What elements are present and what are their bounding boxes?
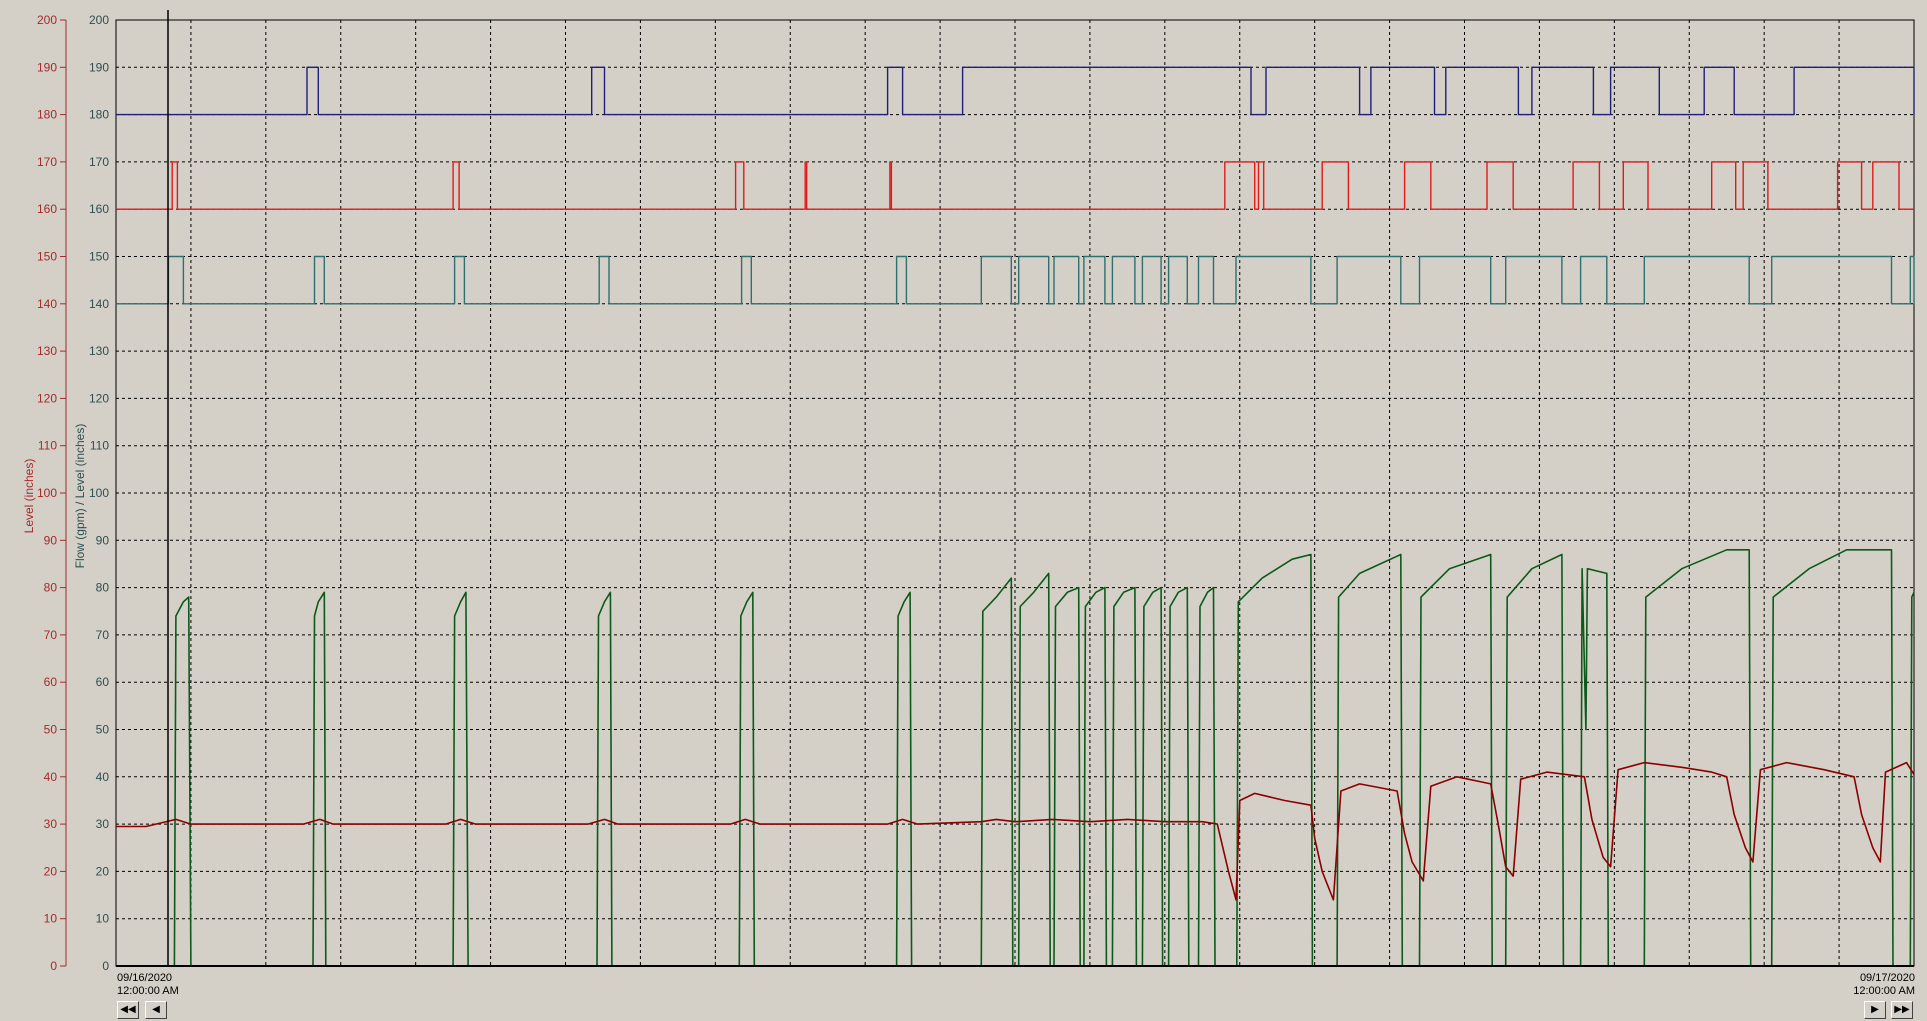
left-tick-label: 90: [44, 533, 58, 547]
x-end-date: 09/17/2020: [1859, 972, 1915, 984]
left-tick-label: 10: [44, 912, 58, 926]
right-tick-label: 180: [89, 108, 109, 122]
x-end-label: 09/17/2020 12:00:00 AM: [1853, 972, 1915, 998]
right-tick-label: 140: [89, 297, 109, 311]
left-tick-label: 40: [44, 770, 58, 784]
right-tick-label: 110: [90, 439, 109, 453]
first-page-button[interactable]: ◀◀: [117, 1001, 139, 1019]
left-tick-label: 30: [44, 817, 58, 831]
left-tick-label: 60: [44, 675, 58, 689]
right-tick-label: 160: [89, 202, 109, 216]
right-tick-label: 150: [89, 250, 109, 264]
series-level-line: [116, 761, 1915, 901]
right-tick-label: 60: [96, 675, 110, 689]
right-tick-label: 90: [96, 533, 110, 547]
right-tick-label: 50: [96, 723, 110, 737]
x-start-label: 09/16/2020 12:00:00 AM: [117, 972, 179, 998]
left-tick-label: 20: [44, 864, 58, 878]
left-tick-label: 70: [44, 628, 58, 642]
left-tick-label: 190: [37, 60, 57, 74]
previous-page-button[interactable]: ◀: [145, 1001, 167, 1019]
right-tick-label: 20: [96, 864, 110, 878]
right-axis-title: Flow (gpm) / Level (inches): [73, 424, 87, 569]
series-pump2-line: [116, 161, 1914, 210]
right-tick-label: 130: [89, 344, 109, 358]
right-tick-label: 100: [89, 486, 109, 500]
left-tick-label: 160: [37, 202, 57, 216]
x-end-time: 12:00:00 AM: [1853, 985, 1915, 997]
level-axis: 0 10 20 30 40 50 60 70 80 90 100 110 120 130 140 150 160…: [37, 13, 67, 973]
left-tick-label: 130: [37, 344, 57, 358]
flow-level-axis: 0 10 20 30 40 50 60 70 80 90 100 110 120 130 140 150 160…: [89, 13, 109, 973]
right-tick-label: 30: [96, 817, 110, 831]
right-tick-label: 70: [96, 628, 110, 642]
next-page-button[interactable]: ▶: [1864, 1001, 1886, 1019]
left-tick-label: 150: [37, 250, 57, 264]
last-page-button[interactable]: ▶▶: [1891, 1001, 1913, 1019]
x-start-date: 09/16/2020: [117, 972, 173, 984]
right-tick-label: 40: [96, 770, 110, 784]
right-tick-label: 80: [96, 581, 110, 595]
left-tick-label: 170: [37, 155, 57, 169]
left-tick-label: 50: [44, 723, 58, 737]
left-axis-title: Level (inches): [22, 459, 36, 534]
left-tick-label: 140: [37, 297, 57, 311]
series-pump1-line: [116, 255, 1915, 305]
left-tick-label: 120: [37, 391, 57, 405]
left-tick-label: 110: [38, 439, 57, 453]
right-tick-label: 10: [96, 912, 110, 926]
x-start-time: 12:00:00 AM: [117, 985, 179, 997]
right-tick-label: 0: [102, 959, 109, 973]
left-tick-label: 100: [37, 486, 57, 500]
left-tick-label: 180: [37, 108, 57, 122]
right-tick-label: 170: [89, 155, 109, 169]
right-tick-label: 120: [89, 391, 109, 405]
right-tick-label: 200: [89, 13, 109, 27]
left-tick-label: 200: [37, 13, 57, 27]
left-tick-label: 80: [44, 581, 58, 595]
series-pump3-line: [116, 66, 1915, 116]
right-tick-label: 190: [89, 60, 109, 74]
left-tick-label: 0: [50, 959, 57, 973]
